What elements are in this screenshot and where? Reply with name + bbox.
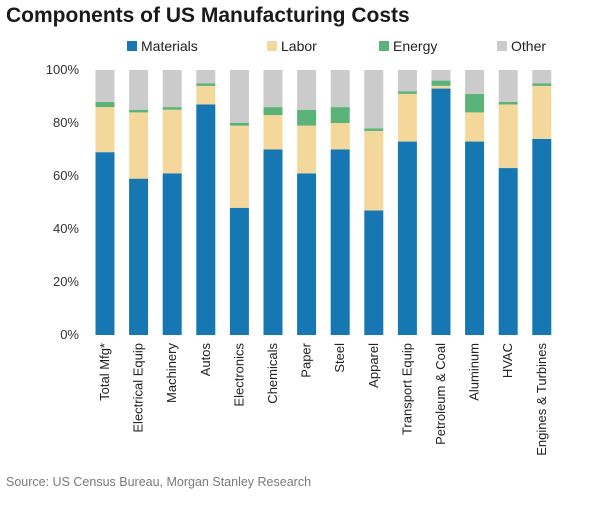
source-note: Source: US Census Bureau, Morgan Stanley… — [6, 475, 312, 489]
legend-swatch-energy — [379, 41, 389, 51]
legend-label-labor: Labor — [281, 38, 317, 54]
bar-segment-other — [364, 70, 384, 129]
x-category-label: Apparel — [366, 343, 381, 388]
x-category-label: Aluminum — [467, 343, 482, 401]
bar-segment-other — [431, 70, 451, 81]
x-category-label: HVAC — [500, 343, 515, 378]
legend-swatch-materials — [127, 41, 137, 51]
bar-segment-energy — [162, 107, 182, 110]
bar-segment-labor — [229, 125, 249, 208]
bar-segment-labor — [397, 93, 417, 142]
bar-segment-other — [330, 70, 350, 108]
bars — [95, 70, 552, 335]
y-tick-label: 100% — [46, 62, 80, 77]
x-category-label: Machinery — [164, 343, 179, 403]
bar-segment-labor — [162, 109, 182, 174]
bar-segment-labor — [431, 85, 451, 89]
bar-segment-other — [532, 70, 552, 84]
bar-segment-other — [229, 70, 249, 123]
x-category-label: Petroleum & Coal — [433, 343, 448, 445]
bar-segment-labor — [498, 104, 518, 169]
legend-label-energy: Energy — [393, 38, 437, 54]
bar-segment-other — [297, 70, 317, 110]
y-tick-label: 60% — [53, 168, 79, 183]
bar-segment-materials — [95, 152, 115, 335]
bar-segment-energy — [297, 109, 317, 126]
bar-segment-labor — [263, 115, 283, 150]
bar-segment-materials — [532, 138, 552, 335]
legend: Materials Labor Energy Other — [127, 38, 546, 54]
bar-segment-energy — [129, 109, 149, 113]
bar-segment-labor — [196, 85, 216, 105]
bar-segment-other — [263, 70, 283, 108]
bar-segment-labor — [330, 123, 350, 150]
bar-segment-energy — [431, 80, 451, 86]
bar-segment-other — [196, 70, 216, 84]
bar-segment-materials — [129, 178, 149, 335]
y-tick-label: 80% — [53, 115, 79, 130]
bar-segment-other — [498, 70, 518, 102]
x-category-label: Transport Equip — [399, 343, 414, 435]
legend-swatch-other — [497, 41, 507, 51]
bar-segment-materials — [465, 141, 485, 335]
x-category-label: Chemicals — [265, 343, 280, 404]
x-category-label: Electrical Equip — [131, 343, 146, 433]
x-category-label: Paper — [299, 342, 314, 377]
bar-segment-other — [162, 70, 182, 108]
bar-segment-materials — [196, 104, 216, 335]
x-category-label: Steel — [332, 343, 347, 373]
x-category-label: Total Mfg* — [97, 343, 112, 401]
bar-segment-labor — [95, 107, 115, 153]
bar-segment-energy — [330, 107, 350, 123]
legend-swatch-labor — [267, 41, 277, 51]
bar-segment-materials — [364, 210, 384, 335]
y-tick-label: 40% — [53, 221, 79, 236]
bar-segment-energy — [229, 123, 249, 126]
bar-segment-energy — [95, 101, 115, 108]
bar-segment-materials — [498, 168, 518, 335]
bar-segment-other — [465, 70, 485, 94]
bar-segment-materials — [330, 149, 350, 335]
bar-segment-energy — [498, 101, 518, 105]
y-axis: 0% 20% 40% 60% 80% 100% — [46, 62, 80, 342]
bar-segment-materials — [162, 173, 182, 335]
bar-segment-materials — [397, 141, 417, 335]
x-category-label: Engines & Turbines — [534, 343, 549, 456]
bar-segment-materials — [263, 149, 283, 335]
bar-segment-energy — [196, 83, 216, 86]
bar-segment-labor — [364, 130, 384, 211]
bar-segment-labor — [532, 85, 552, 139]
bar-segment-other — [95, 70, 115, 102]
y-tick-label: 0% — [60, 327, 79, 342]
y-tick-label: 20% — [53, 274, 79, 289]
bar-segment-labor — [465, 112, 485, 142]
bar-segment-energy — [263, 107, 283, 116]
bar-segment-materials — [431, 88, 451, 335]
chart-title: Components of US Manufacturing Costs — [6, 4, 410, 27]
x-axis-labels: Total Mfg* Electrical Equip Machinery Autos… — [97, 342, 549, 455]
x-category-label: Electronics — [231, 343, 246, 407]
bar-segment-materials — [297, 173, 317, 335]
bar-segment-energy — [532, 83, 552, 86]
bar-segment-energy — [397, 91, 417, 94]
bar-segment-energy — [364, 128, 384, 131]
bar-segment-materials — [229, 207, 249, 335]
bar-segment-energy — [465, 93, 485, 113]
bar-segment-other — [129, 70, 149, 110]
legend-label-materials: Materials — [141, 38, 198, 54]
legend-label-other: Other — [511, 38, 546, 54]
bar-segment-labor — [129, 112, 149, 179]
x-category-label: Autos — [198, 343, 213, 377]
bar-segment-other — [397, 70, 417, 92]
bar-segment-labor — [297, 125, 317, 174]
